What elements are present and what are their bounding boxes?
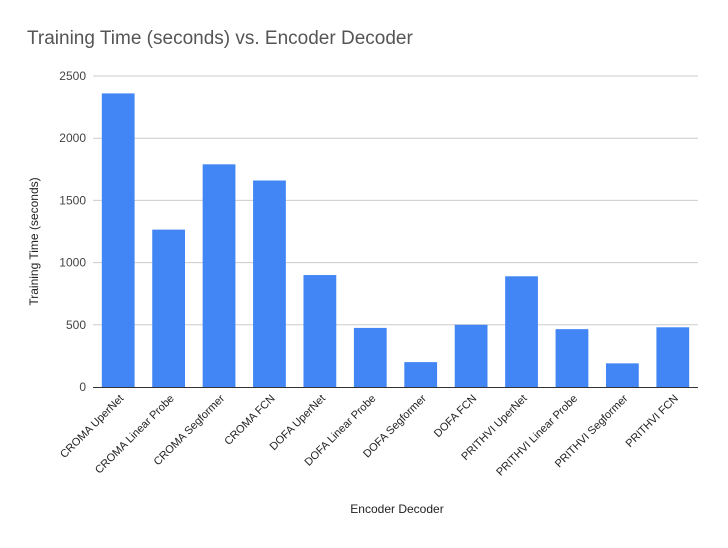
y-tick-label: 0: [79, 380, 86, 394]
y-tick-label: 500: [66, 318, 86, 332]
bar: [253, 180, 286, 387]
y-tick-label: 2000: [59, 131, 86, 145]
y-axis-label: Training Time (seconds): [27, 177, 41, 305]
bar: [404, 362, 438, 387]
chart-title: Training Time (seconds) vs. Encoder Deco…: [27, 28, 413, 49]
y-tick-label: 1500: [59, 193, 86, 207]
y-tick-label: 2500: [59, 69, 86, 83]
bar: [353, 327, 387, 387]
bar: [101, 93, 135, 387]
bar: [303, 275, 337, 387]
bar: [656, 327, 690, 387]
bar: [454, 324, 488, 387]
x-tick-label: CROMA FCN: [222, 393, 277, 448]
x-tick-label: PRITHVI FCN: [624, 393, 681, 450]
bar: [605, 363, 639, 387]
y-axis-ticks: 0 500 1000 1500 2000 2500: [59, 69, 86, 394]
bar: [202, 164, 236, 387]
bar: [555, 329, 589, 387]
bar: [505, 276, 538, 387]
y-tick-label: 1000: [59, 256, 86, 270]
x-axis-label: Encoder Decoder: [350, 502, 443, 516]
bar: [152, 229, 186, 387]
x-tick-label: DOFA FCN: [432, 393, 479, 440]
gridlines: [93, 75, 698, 326]
bars: [101, 93, 690, 387]
